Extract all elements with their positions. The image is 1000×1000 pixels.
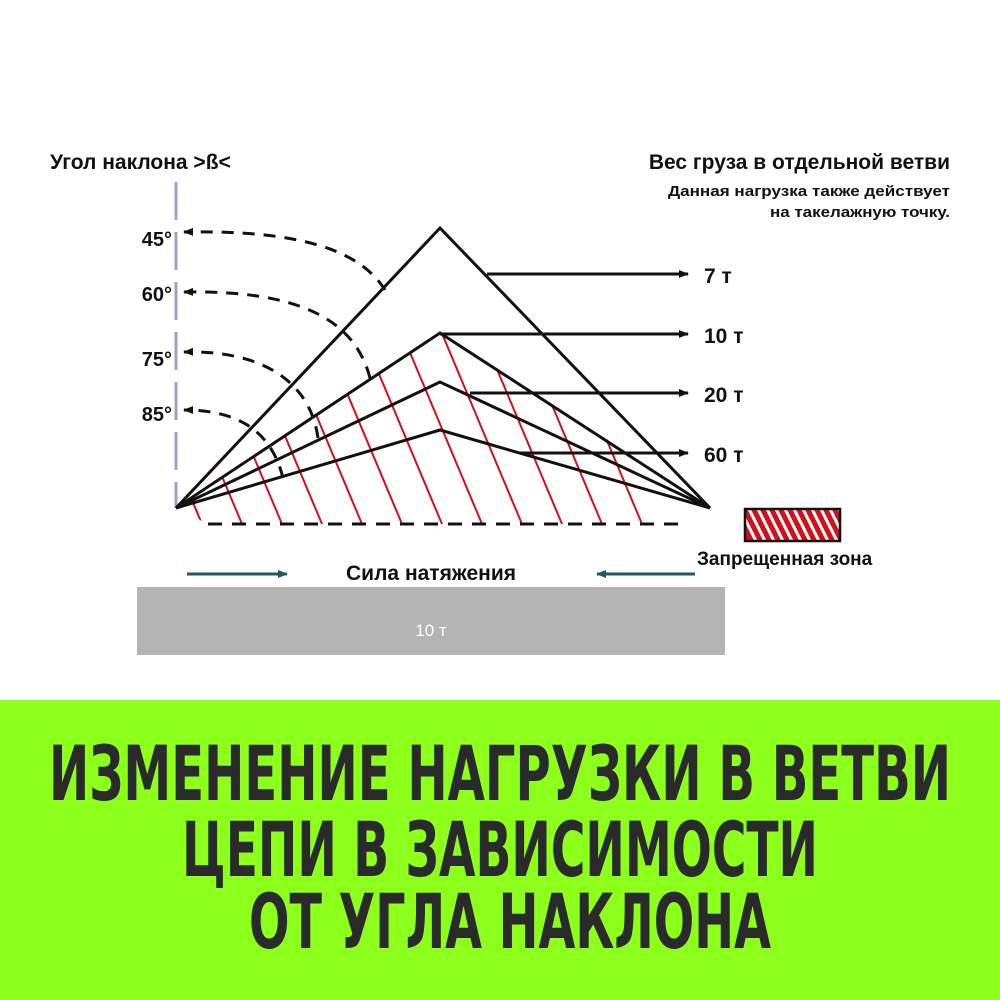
legend-stripe [837,510,839,513]
legend-stripe [810,510,830,540]
branch-60t [175,428,711,510]
legend-stripe [783,510,803,540]
tension-label: Сила натяжения [346,562,516,585]
legend-stripe [774,510,794,540]
angle-arc-45 [183,227,387,291]
title-line-1: ИЗМЕНЕНИЕ НАГРУЗКИ В ВЕТВИ [49,729,951,818]
angle-heading: Угол наклона >ß< [50,151,231,174]
legend-stripe [828,510,839,531]
load-label-60t: 60 т [704,444,743,467]
legend-swatch [743,507,873,543]
legend-stripe [857,509,873,541]
legend-stripe [801,510,821,540]
legend-stripe [765,510,785,540]
legend-stripe [747,510,767,540]
title-line-3: ОТ УГЛА НАКЛОНА [249,877,771,966]
angle-label-45: 45° [142,229,172,251]
branch-20t [175,380,711,510]
load-label-20t: 20 т [704,384,743,407]
angle-label-75: 75° [142,349,172,371]
angle-arc-60 [183,287,372,379]
legend-stripe [819,510,839,540]
legend-stripe [848,509,864,541]
load-bar-label: 10 т [415,621,447,640]
legend-stripe [756,510,776,540]
load-note-line1: Данная нагрузка также действует [668,183,950,200]
angle-arc-85 [183,406,285,479]
hatch-line [477,333,563,524]
load-label-10t: 10 т [704,325,743,348]
angle-label-60: 60° [142,284,172,306]
hatch-line [397,333,483,524]
angle-arc-75 [183,347,320,439]
hatch-line [357,333,443,524]
load-heading: Вес груза в отдельной ветви [649,151,950,174]
legend-label: Запрещенная зона [697,549,873,570]
load-label-7t: 7 т [704,265,732,288]
hatch-line [437,333,523,524]
hatch-line [237,333,323,524]
branch-7t [174,225,712,510]
legend-stripe [746,517,758,540]
load-note-line2: на такелажную точку. [770,204,950,221]
load-bar [137,587,725,655]
branch-10t [175,331,711,510]
angle-label-85: 85° [142,404,172,426]
title-line-2: ЦЕПИ В ЗАВИСИМОСТИ [182,805,818,894]
legend-stripe [792,510,812,540]
title-band [0,700,1000,1000]
